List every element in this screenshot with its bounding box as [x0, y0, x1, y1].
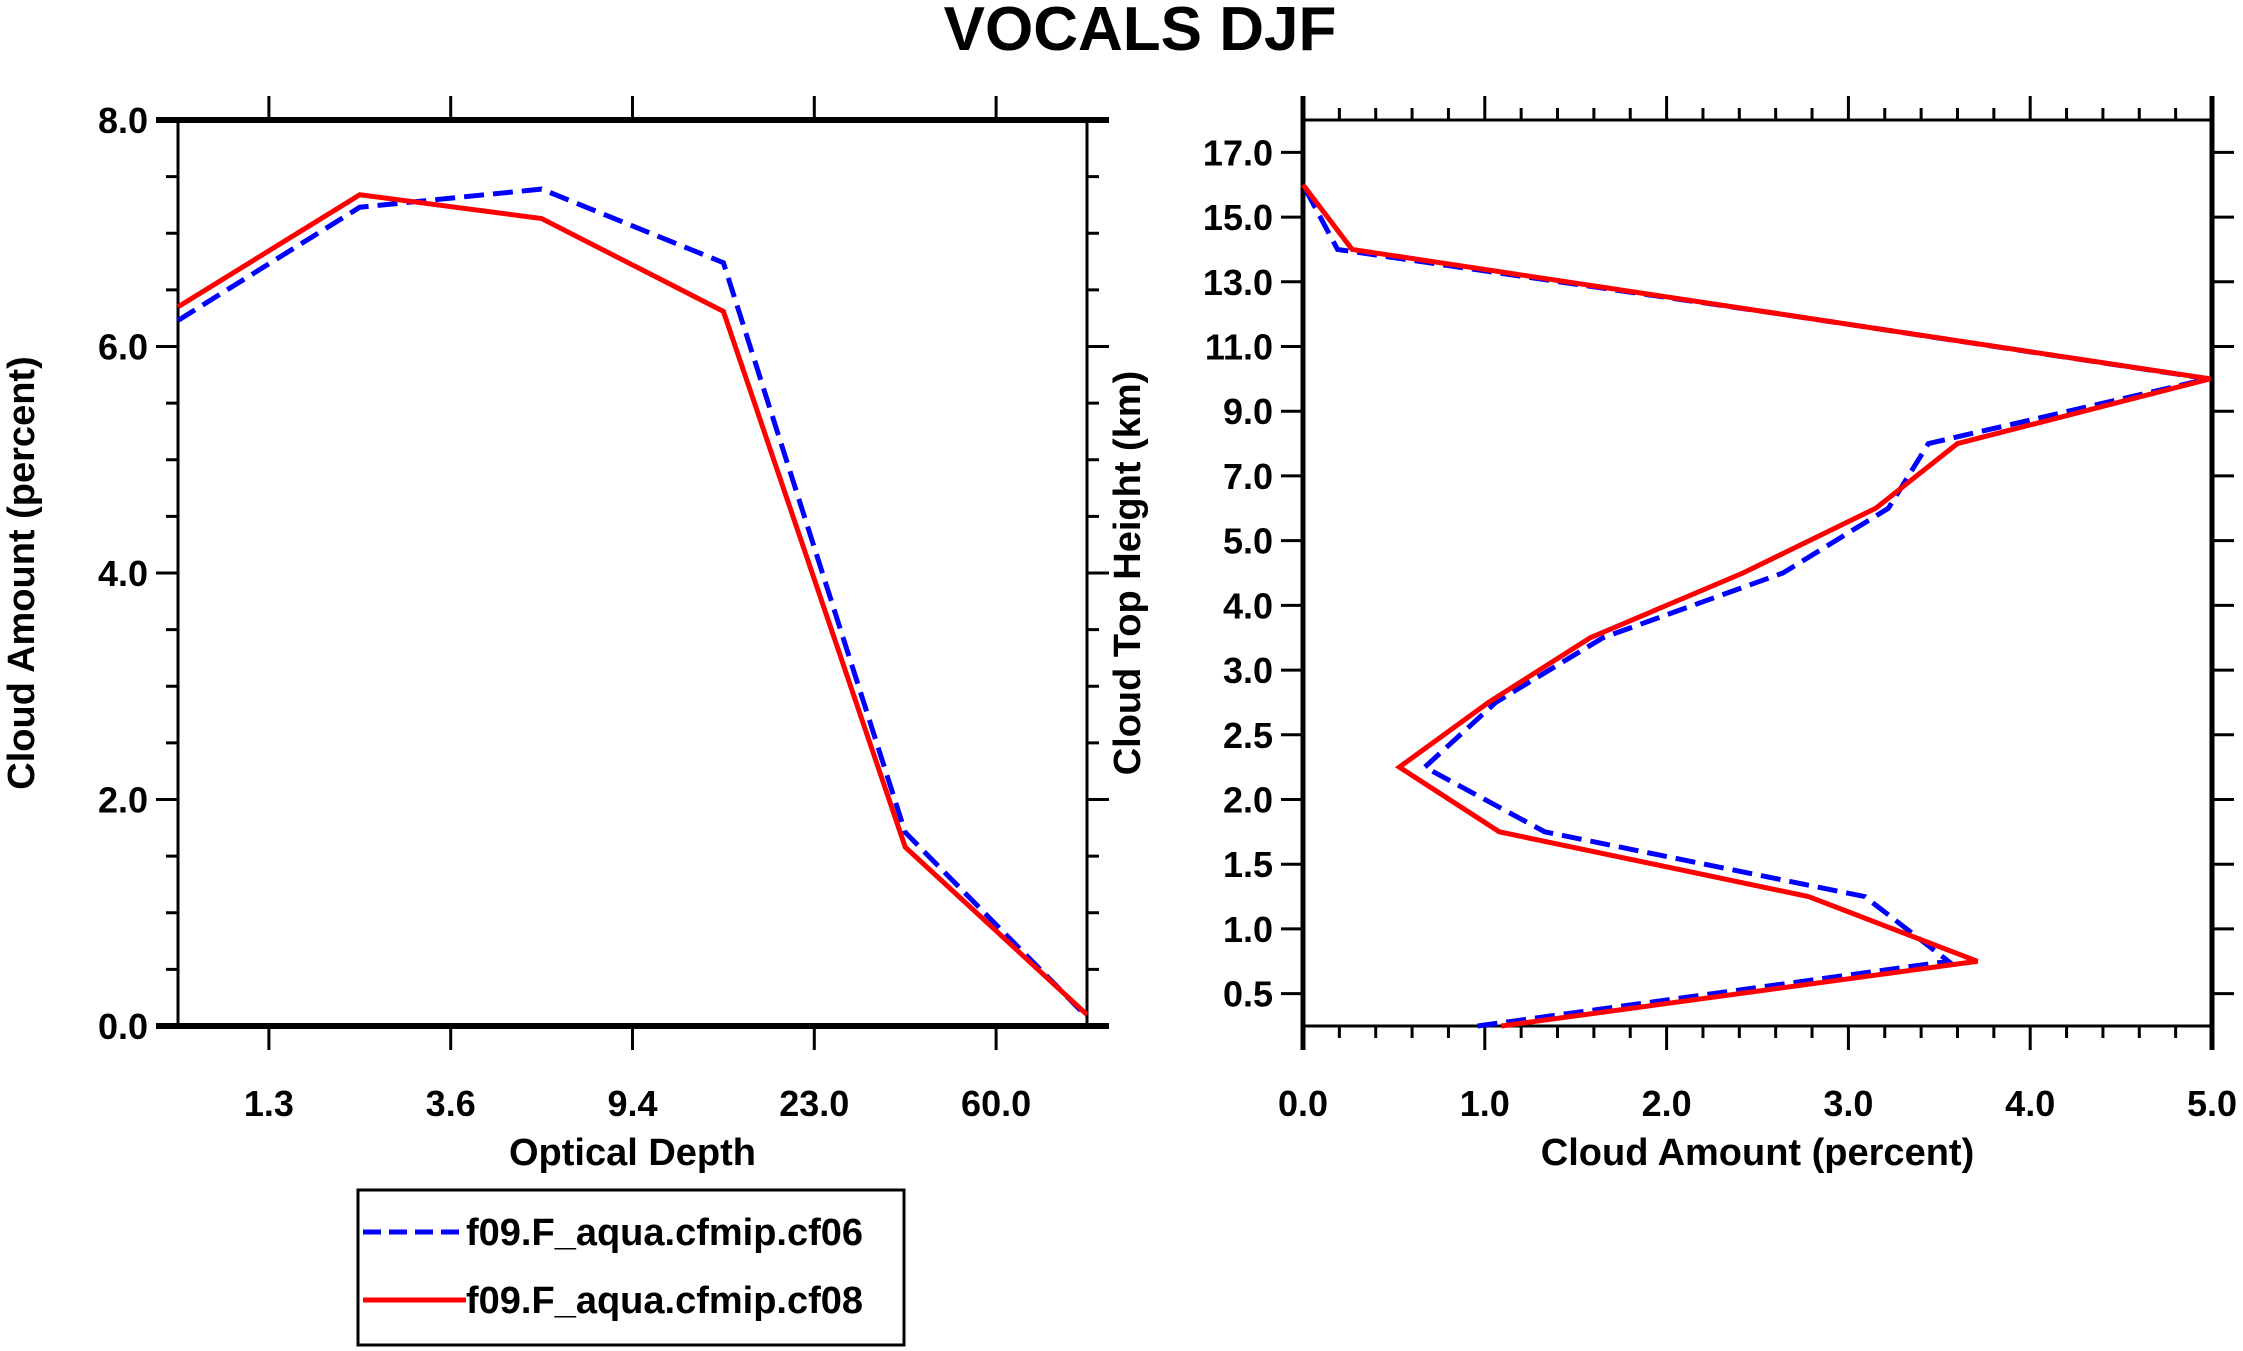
legend-box	[356, 1188, 906, 1347]
y-tick-label: 13.0	[1203, 262, 1273, 303]
y-tick-label: 17.0	[1203, 132, 1273, 173]
y-tick-label: 7.0	[1223, 456, 1273, 497]
chart-title: VOCALS DJF	[944, 0, 1337, 64]
y-axis-title: Cloud Top Height (km)	[1107, 371, 1149, 776]
y-tick-label: 2.0	[98, 780, 148, 821]
y-tick-label: 0.5	[1223, 974, 1273, 1015]
y-tick-label: 8.0	[98, 100, 148, 141]
x-tick-label: 23.0	[779, 1083, 849, 1124]
series-line-cf06	[176, 186, 1089, 1019]
y-tick-label: 15.0	[1203, 197, 1273, 238]
series-line-cf08	[1301, 183, 2211, 1029]
legend: f09.F_aqua.cfmip.cf06 f09.F_aqua.cfmip.c…	[356, 1188, 906, 1347]
x-tick-label: 4.0	[2005, 1083, 2055, 1124]
x-tick-label: 1.0	[1460, 1083, 1510, 1124]
y-tick-label: 5.0	[1223, 521, 1273, 562]
x-tick-label: 3.0	[1823, 1083, 1873, 1124]
left-plot-optical-depth: 1.3 3.6 9.4 23.0 60.0 0.0 2.0 4.0 6.0 8.0 Optical …	[1, 96, 1109, 1174]
x-tick-label: 60.0	[961, 1083, 1031, 1124]
y-tick-label: 4.0	[98, 553, 148, 594]
x-tick-label: 3.6	[426, 1083, 476, 1124]
x-tick-label: 5.0	[2187, 1083, 2237, 1124]
x-tick-label: 1.3	[244, 1083, 294, 1124]
legend-label-cf08: f09.F_aqua.cfmip.cf08	[466, 1280, 863, 1322]
y-tick-label: 0.0	[98, 1006, 148, 1047]
series-line-cf08	[176, 192, 1089, 1017]
y-tick-label: 4.0	[1223, 585, 1273, 626]
y-tick-label: 11.0	[1205, 327, 1273, 368]
x-tick-label: 0.0	[1278, 1083, 1328, 1124]
x-axis-title: Optical Depth	[509, 1132, 756, 1174]
x-axis-title: Cloud Amount (percent)	[1541, 1132, 1974, 1174]
y-tick-label: 6.0	[98, 327, 148, 368]
y-tick-label: 1.5	[1223, 844, 1273, 885]
legend-label-cf06: f09.F_aqua.cfmip.cf06	[466, 1212, 863, 1254]
y-tick-label: 2.0	[1223, 780, 1273, 821]
y-axis-title: Cloud Amount (percent)	[1, 356, 43, 789]
y-tick-label: 3.0	[1223, 650, 1273, 691]
right-plot-cloud-top-height: 0.0 1.0 2.0 3.0 4.0 5.0 0.5 1.0 1.5 2.0 2.5 3.0 4.0 5…	[1107, 96, 2237, 1174]
x-tick-label: 2.0	[1642, 1083, 1692, 1124]
plot-frame	[1301, 118, 2214, 1028]
y-tick-label: 1.0	[1223, 909, 1273, 950]
y-tick-label: 2.5	[1223, 715, 1273, 756]
y-tick-label: 9.0	[1223, 391, 1273, 432]
x-tick-label: 9.4	[607, 1083, 657, 1124]
